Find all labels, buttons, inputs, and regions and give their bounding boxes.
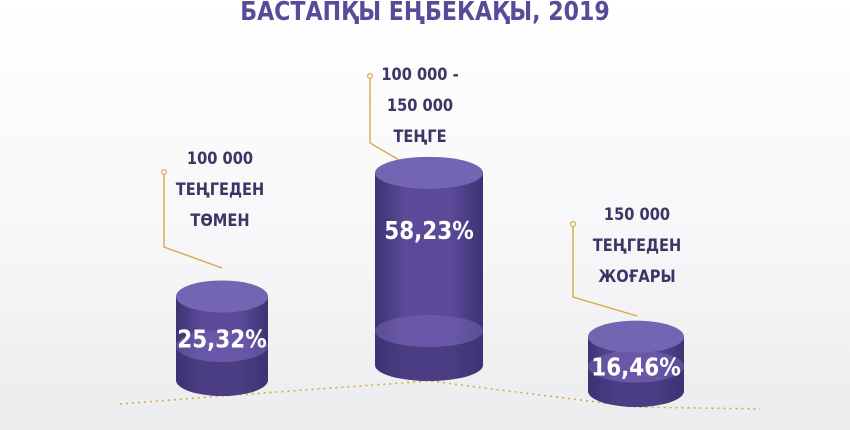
category-label-mid: 100 000 - 150 000 ТЕҢГЕ [360, 60, 480, 153]
cylinder-top [375, 156, 483, 189]
cylinder-band [588, 350, 684, 383]
category-label-line: 100 000 [186, 149, 254, 169]
leader-line [572, 224, 638, 317]
cylinder-top [176, 280, 268, 313]
leader-line [163, 172, 223, 269]
cylinder-top [588, 320, 684, 353]
cylinder-bar [375, 156, 483, 381]
category-label-line: ТЕҢГЕ [393, 127, 447, 147]
category-label-line: ТЕҢГЕДЕН [175, 180, 265, 200]
base-connector [119, 380, 761, 410]
category-label-low: 100 000 ТЕҢГЕДЕН ТӨМЕН [160, 144, 280, 237]
cylinder-shade [375, 331, 483, 381]
value-label: 58,23% [384, 216, 473, 245]
cylinder-shade [176, 346, 268, 396]
cylinder-bar [588, 320, 684, 407]
category-label-line: ЖОҒАРЫ [598, 267, 676, 287]
category-label-line: ТЕҢГЕДЕН [592, 236, 682, 256]
category-label-line: ТӨМЕН [190, 211, 250, 231]
leader-dot [367, 72, 374, 79]
category-label-line: 100 000 - [381, 65, 459, 85]
leader-dot [161, 169, 168, 176]
value-label: 16,46% [591, 353, 680, 382]
leader-dot [569, 221, 576, 228]
cylinder-band [375, 315, 483, 347]
cylinder-shade [588, 366, 684, 407]
category-label-line: 150 000 [603, 205, 671, 225]
chart-title: БАСТАПҚЫ ЕҢБЕКАҚЫ, 2019 [240, 0, 610, 27]
value-label: 25,32% [177, 325, 266, 354]
cylinder-bar [176, 280, 268, 396]
cylinder-band [176, 330, 268, 362]
category-label-line: 150 000 [386, 96, 454, 116]
category-label-high: 150 000 ТЕҢГЕДЕН ЖОҒАРЫ [577, 200, 697, 293]
